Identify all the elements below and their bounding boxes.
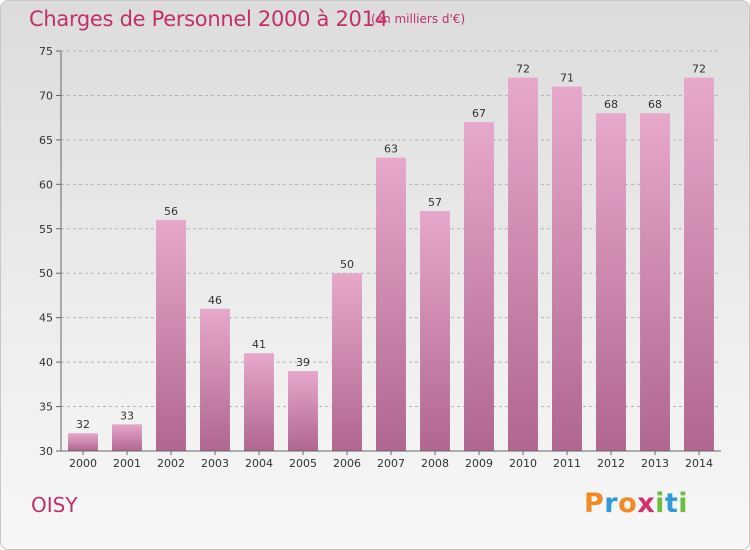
x-tick-label: 2004 <box>245 457 273 470</box>
y-tick-label: 60 <box>39 178 53 191</box>
brand-letter: x <box>637 488 656 519</box>
data-label: 46 <box>208 294 222 307</box>
data-label: 32 <box>76 418 90 431</box>
brand-logo: Proxiti <box>584 488 688 519</box>
y-tick-label: 30 <box>39 445 53 458</box>
bar-2011 <box>552 86 582 452</box>
brand-letter: o <box>618 488 638 519</box>
data-label: 68 <box>604 98 618 111</box>
bar-2003 <box>200 308 230 451</box>
bars: 32 33 56 46 41 39 50 63 57 67 72 71 68 68 72 <box>68 63 714 452</box>
data-label: 72 <box>692 63 706 76</box>
bar-2002 <box>156 219 186 451</box>
x-tick-label: 2005 <box>289 457 317 470</box>
bar-2013 <box>640 113 670 451</box>
bar-2009 <box>464 122 494 451</box>
chart-subtitle: (en milliers d'€) <box>371 12 466 26</box>
bar-2010 <box>508 77 538 452</box>
y-tick-label: 55 <box>39 223 53 236</box>
axes: 30 35 40 45 50 55 60 65 70 75 2000 2001 2002 2003 2004… <box>39 45 721 470</box>
brand-letter: t <box>664 488 679 519</box>
brand-letter: i <box>655 488 665 519</box>
data-label: 57 <box>428 196 442 209</box>
x-tick-label: 2003 <box>201 457 229 470</box>
chart-title: Charges de Personnel 2000 à 2014 <box>29 7 388 31</box>
place-name: OISY <box>31 493 78 517</box>
bar-2005 <box>288 371 318 451</box>
bar-2012 <box>596 113 626 451</box>
bar-2006 <box>332 273 362 451</box>
x-tick-label: 2011 <box>553 457 581 470</box>
y-tick-label: 50 <box>39 267 53 280</box>
x-tick-label: 2009 <box>465 457 493 470</box>
y-tick-label: 40 <box>39 356 53 369</box>
data-label: 33 <box>120 409 134 422</box>
bar-2001 <box>112 424 142 451</box>
x-tick-label: 2000 <box>69 457 97 470</box>
y-tick-label: 75 <box>39 45 53 58</box>
bar-2004 <box>244 353 274 451</box>
data-label: 41 <box>252 338 266 351</box>
data-label: 67 <box>472 107 486 120</box>
y-tick-label: 45 <box>39 312 53 325</box>
data-label: 50 <box>340 258 354 271</box>
x-tick-label: 2014 <box>685 457 713 470</box>
brand-letter: r <box>604 488 619 519</box>
x-tick-label: 2002 <box>157 457 185 470</box>
data-label: 68 <box>648 98 662 111</box>
bar-2000 <box>68 433 98 451</box>
y-tick-label: 65 <box>39 134 53 147</box>
data-label: 56 <box>164 205 178 218</box>
data-label: 39 <box>296 356 310 369</box>
brand-letter: i <box>678 488 689 519</box>
data-label: 63 <box>384 143 398 156</box>
x-tick-label: 2013 <box>641 457 669 470</box>
x-tick-label: 2001 <box>113 457 141 470</box>
x-tick-label: 2012 <box>597 457 625 470</box>
bar-2014 <box>684 77 714 452</box>
x-tick-label: 2006 <box>333 457 361 470</box>
x-tick-label: 2007 <box>377 457 405 470</box>
bar-2007 <box>376 157 406 451</box>
y-tick-label: 35 <box>39 401 53 414</box>
x-tick-label: 2010 <box>509 457 537 470</box>
bar-2008 <box>420 211 450 451</box>
data-label: 72 <box>516 63 530 76</box>
brand-letter: P <box>584 488 605 519</box>
y-tick-label: 70 <box>39 89 53 102</box>
x-tick-label: 2008 <box>421 457 449 470</box>
data-label: 71 <box>560 72 574 85</box>
